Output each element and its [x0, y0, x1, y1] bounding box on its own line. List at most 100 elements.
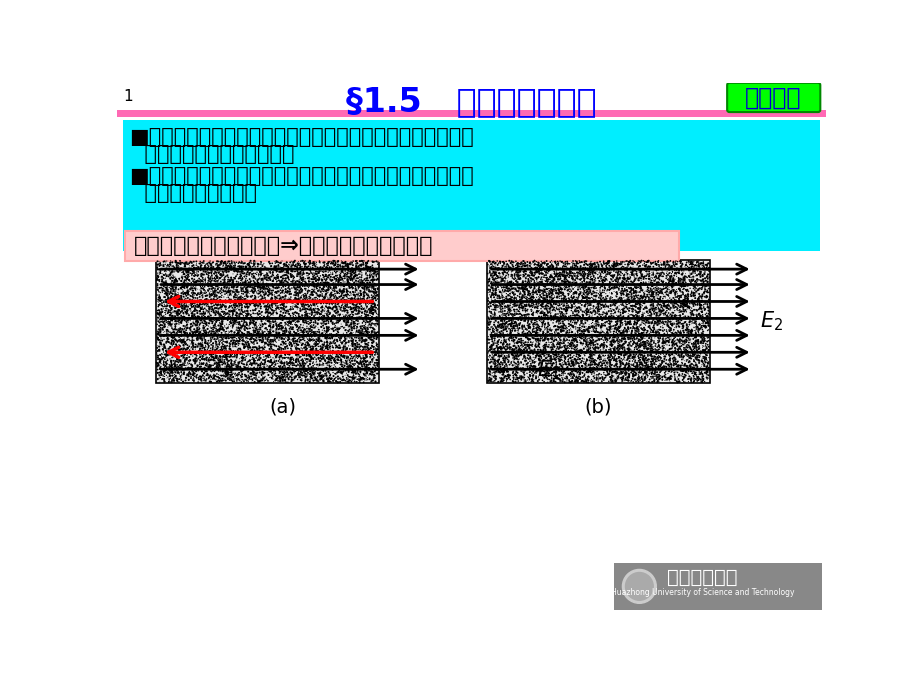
Point — [698, 372, 713, 383]
Point — [314, 360, 329, 371]
Point — [233, 375, 248, 386]
Point — [628, 361, 642, 372]
Point — [362, 262, 377, 273]
Point — [364, 270, 379, 282]
Point — [359, 340, 374, 351]
Point — [186, 266, 200, 277]
Point — [221, 283, 236, 294]
Point — [338, 289, 353, 300]
Point — [524, 341, 539, 352]
Point — [497, 353, 512, 364]
Point — [297, 350, 312, 361]
Point — [330, 335, 345, 346]
Point — [576, 273, 591, 284]
Point — [362, 277, 377, 288]
Point — [221, 368, 235, 379]
Point — [583, 335, 597, 346]
Point — [688, 354, 703, 365]
Point — [623, 284, 638, 295]
Point — [278, 347, 293, 358]
Point — [369, 344, 383, 355]
Point — [153, 361, 168, 372]
Point — [575, 262, 590, 273]
Point — [213, 347, 228, 358]
Point — [204, 265, 219, 276]
Point — [289, 328, 303, 339]
Point — [613, 270, 628, 281]
Point — [610, 322, 625, 333]
Point — [527, 276, 541, 287]
Point — [250, 362, 265, 373]
Point — [357, 338, 372, 349]
Point — [642, 341, 657, 352]
Point — [588, 335, 603, 346]
Point — [271, 304, 286, 315]
Point — [301, 276, 316, 287]
Point — [316, 298, 331, 309]
Point — [614, 327, 629, 338]
Point — [199, 319, 213, 331]
Point — [686, 262, 700, 273]
Point — [219, 282, 233, 293]
Point — [248, 291, 263, 302]
Point — [560, 314, 574, 325]
Point — [295, 347, 310, 358]
Point — [590, 299, 605, 310]
Point — [360, 282, 375, 293]
Point — [340, 262, 355, 273]
Point — [700, 315, 715, 326]
Point — [363, 376, 378, 387]
Point — [661, 256, 675, 267]
Point — [663, 296, 677, 307]
Point — [266, 307, 280, 318]
Point — [203, 360, 218, 371]
Point — [199, 358, 214, 369]
Point — [629, 339, 643, 350]
Point — [223, 345, 238, 356]
Point — [623, 288, 638, 299]
Point — [323, 267, 337, 278]
Point — [278, 273, 293, 284]
Point — [580, 290, 595, 301]
Point — [232, 310, 246, 322]
Point — [695, 357, 709, 368]
Point — [653, 267, 668, 278]
Point — [699, 273, 714, 284]
Point — [555, 322, 570, 333]
Point — [329, 335, 344, 346]
Point — [151, 312, 165, 323]
Point — [239, 317, 254, 328]
Point — [636, 341, 651, 352]
Point — [667, 309, 682, 320]
Point — [167, 357, 182, 368]
Point — [353, 297, 368, 308]
Point — [643, 343, 658, 354]
Point — [500, 277, 515, 288]
Point — [258, 295, 273, 306]
Point — [555, 336, 570, 347]
Point — [266, 339, 280, 350]
Point — [152, 369, 166, 380]
Point — [615, 373, 630, 384]
Point — [569, 270, 584, 281]
Point — [641, 362, 655, 373]
Point — [493, 322, 507, 333]
Point — [482, 334, 496, 345]
Point — [251, 360, 266, 371]
Point — [302, 368, 317, 380]
Point — [587, 336, 602, 347]
Point — [671, 343, 686, 354]
Point — [625, 300, 640, 311]
Point — [310, 335, 324, 346]
Point — [603, 326, 618, 337]
Point — [367, 267, 381, 278]
Point — [199, 319, 213, 330]
Point — [344, 265, 358, 276]
Point — [497, 285, 512, 296]
Point — [223, 348, 238, 359]
Point — [560, 285, 574, 296]
Point — [675, 308, 689, 319]
Point — [625, 321, 640, 332]
Point — [534, 308, 549, 319]
Point — [238, 276, 253, 287]
